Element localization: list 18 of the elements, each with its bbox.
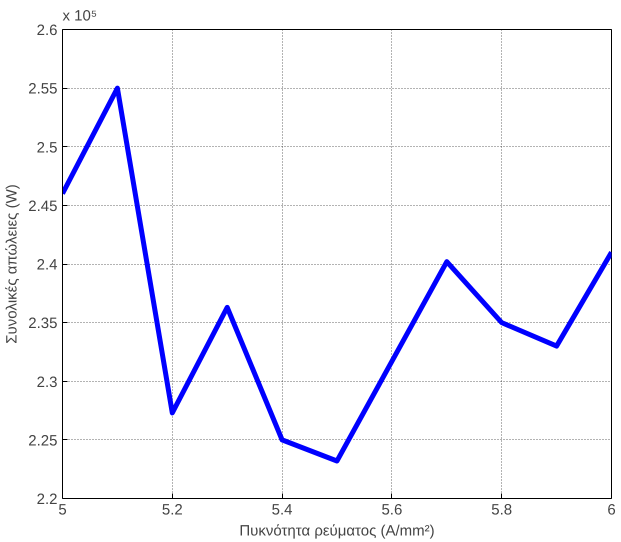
y-tick-label: 2.35 [28, 315, 58, 332]
y-tick-label: 2.4 [36, 256, 58, 274]
y-tick-label: 2.6 [36, 22, 58, 39]
x-tick-label: 5 [58, 502, 67, 518]
x-tick-label: 5.2 [162, 502, 183, 518]
y-tick-label: 2.25 [28, 432, 58, 450]
y-tick-label: 2.5 [36, 139, 58, 156]
x-tick-label: 5.8 [491, 502, 512, 518]
y-tick-label: 2.2 [36, 491, 58, 508]
y-tick-label: 2.55 [28, 80, 58, 98]
y-axis-title: Συνολικές απώλειες (W) [3, 184, 20, 344]
y-tick-label: 2.45 [28, 198, 58, 215]
text: x 10⁵ [62, 8, 98, 24]
x-tick-label: 5.4 [272, 502, 293, 518]
x-axis-title: Πυκνότητα ρεύματος (A/mm²) [239, 522, 435, 540]
y-tick-label: 2.3 [36, 374, 58, 391]
x-tick-label: 5.6 [381, 502, 402, 518]
x-tick-label: 6 [607, 502, 616, 518]
